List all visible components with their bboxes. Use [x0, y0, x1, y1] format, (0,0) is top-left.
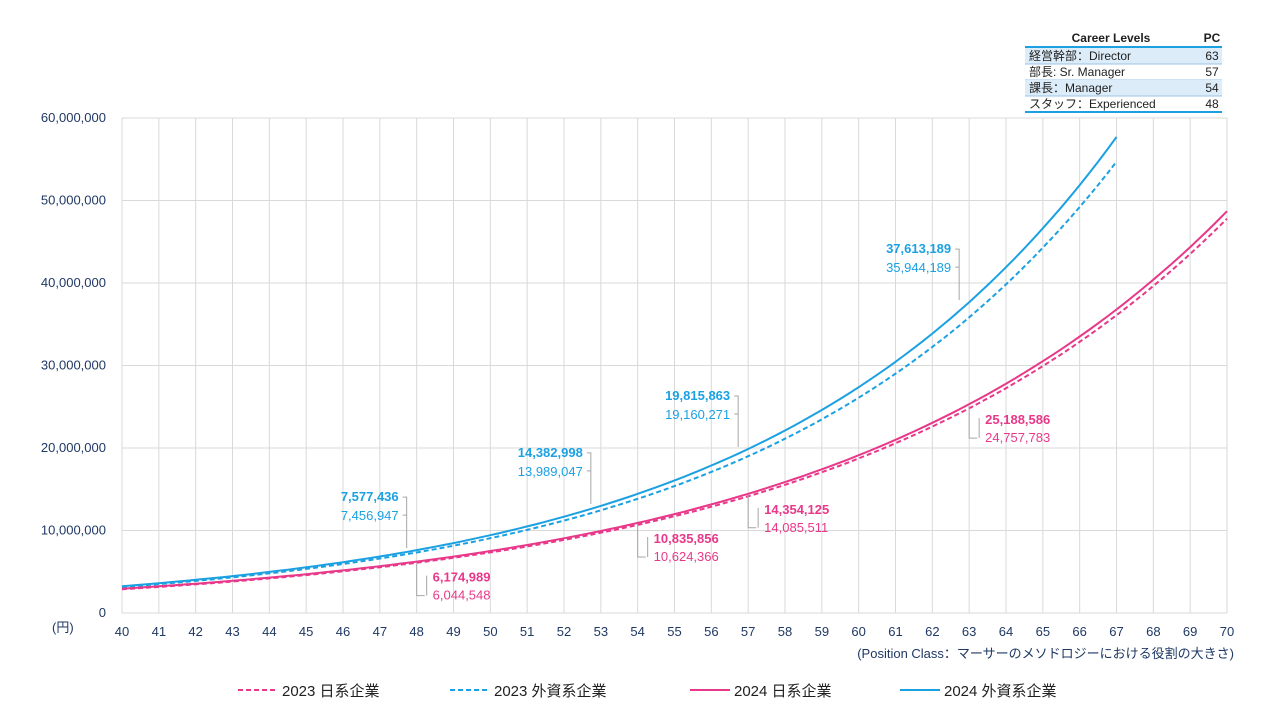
annotation-value-2023: 24,757,783	[985, 430, 1050, 445]
annotation-value-2023: 13,989,047	[518, 464, 583, 479]
x-axis-caption: (Position Class：マーサーのメソドロジーにおける役割の大きさ)	[857, 646, 1234, 661]
annotation-value-2024: 14,382,998	[518, 445, 583, 460]
x-tick-label: 57	[741, 624, 755, 639]
x-tick-label: 46	[336, 624, 350, 639]
grid	[121, 117, 1228, 614]
x-tick-label: 65	[1036, 624, 1050, 639]
y-tick-label: 20,000,000	[41, 440, 106, 455]
x-tick-label: 48	[409, 624, 423, 639]
x-tick-label: 43	[225, 624, 239, 639]
annotation-value-2024: 7,577,436	[341, 489, 399, 504]
annotation-value-2023: 14,085,511	[764, 520, 828, 535]
legend-label-1: 2023 外資系企業	[494, 682, 607, 700]
x-tick-label: 42	[188, 624, 202, 639]
legend-label-3: 2024 外資系企業	[944, 682, 1057, 700]
annotation-leader	[747, 495, 759, 529]
table-header-level: Career Levels	[1072, 31, 1151, 45]
x-tick-label: 51	[520, 624, 534, 639]
x-tick-label: 45	[299, 624, 313, 639]
x-tick-label: 64	[999, 624, 1013, 639]
x-tick-label: 58	[778, 624, 792, 639]
annotation-value-2024: 25,188,586	[985, 412, 1050, 427]
axes: 0 10,000,000 20,000,000 30,000,000 40,000,00…	[41, 110, 1234, 661]
annotation-leader	[734, 395, 739, 447]
table-row-band	[1025, 80, 1222, 96]
table-row-band	[1025, 48, 1222, 64]
y-tick-label: 10,000,000	[41, 523, 106, 538]
table-row-level: 課長：Manager	[1029, 80, 1112, 95]
annotation-value-2024: 37,613,189	[886, 241, 951, 256]
table-row-level: 部長: Sr. Manager	[1029, 64, 1125, 79]
x-tick-label: 40	[115, 624, 129, 639]
series-line-3	[121, 136, 1118, 588]
annotation-leader	[968, 406, 980, 439]
y-tick-label: 60,000,000	[41, 110, 106, 125]
annotation-value-2023: 7,456,947	[341, 508, 399, 523]
annotation-leader	[637, 524, 649, 558]
y-tick-label: 0	[99, 605, 106, 620]
x-tick-label: 41	[152, 624, 166, 639]
table-row-pc: 48	[1205, 97, 1219, 111]
annotation-leader	[402, 496, 408, 549]
annotation-value-2024: 10,835,856	[654, 531, 719, 546]
x-tick-label: 69	[1183, 624, 1197, 639]
x-tick-label: 54	[630, 624, 644, 639]
value-annotations: 7,577,436 7,456,947 14,382,998 13,989,047 19…	[341, 241, 1050, 602]
x-tick-label: 49	[446, 624, 460, 639]
series-line-2	[121, 210, 1228, 590]
x-tick-label: 70	[1220, 624, 1234, 639]
annotation-value-2023: 19,160,271	[665, 407, 730, 422]
x-tick-label: 59	[815, 624, 829, 639]
table-row-pc: 54	[1205, 81, 1219, 95]
series-line-1	[121, 161, 1118, 588]
x-tick-label: 68	[1146, 624, 1160, 639]
annotation-value-2024: 19,815,863	[665, 388, 730, 403]
annotation-value-2024: 6,174,989	[433, 570, 491, 585]
y-tick-label: 50,000,000	[41, 193, 106, 208]
x-tick-label: 55	[667, 624, 681, 639]
annotation-leader	[586, 452, 592, 504]
legend-label-0: 2023 日系企業	[282, 682, 380, 700]
y-unit-label: (円)	[52, 620, 74, 635]
x-tick-label: 47	[373, 624, 387, 639]
legend-label-2: 2024 日系企業	[734, 682, 832, 700]
series-lines	[121, 136, 1228, 591]
annotation-leader	[416, 563, 428, 597]
x-tick-label: 67	[1109, 624, 1123, 639]
x-tick-label: 61	[888, 624, 902, 639]
x-tick-label: 53	[594, 624, 608, 639]
x-tick-label: 52	[557, 624, 571, 639]
table-row-level: 経営幹部：Director	[1029, 48, 1131, 63]
career-levels-table: Career Levels PC 経営幹部：Director 63 部長: Sr. Ma…	[1025, 31, 1222, 113]
table-row-level: スタッフ：Experienced	[1029, 97, 1156, 111]
table-row-pc: 63	[1205, 49, 1219, 63]
table-header-pc: PC	[1204, 31, 1221, 45]
annotation-leader	[955, 248, 960, 301]
x-tick-label: 63	[962, 624, 976, 639]
legend: 2023 日系企業 2023 外資系企業 2024 日系企業 2024 外資系企業	[238, 682, 1057, 700]
annotation-value-2024: 14,354,125	[764, 502, 829, 517]
annotation-value-2023: 35,944,189	[886, 260, 951, 275]
annotation-value-2023: 6,044,548	[433, 588, 491, 603]
x-tick-label: 66	[1072, 624, 1086, 639]
x-tick-label: 50	[483, 624, 497, 639]
x-tick-label: 56	[704, 624, 718, 639]
x-tick-label: 44	[262, 624, 276, 639]
y-tick-label: 30,000,000	[41, 358, 106, 373]
x-tick-label: 60	[851, 624, 865, 639]
y-tick-label: 40,000,000	[41, 275, 106, 290]
annotation-value-2023: 10,624,366	[654, 549, 719, 564]
x-tick-label: 62	[925, 624, 939, 639]
table-row-pc: 57	[1205, 65, 1219, 79]
